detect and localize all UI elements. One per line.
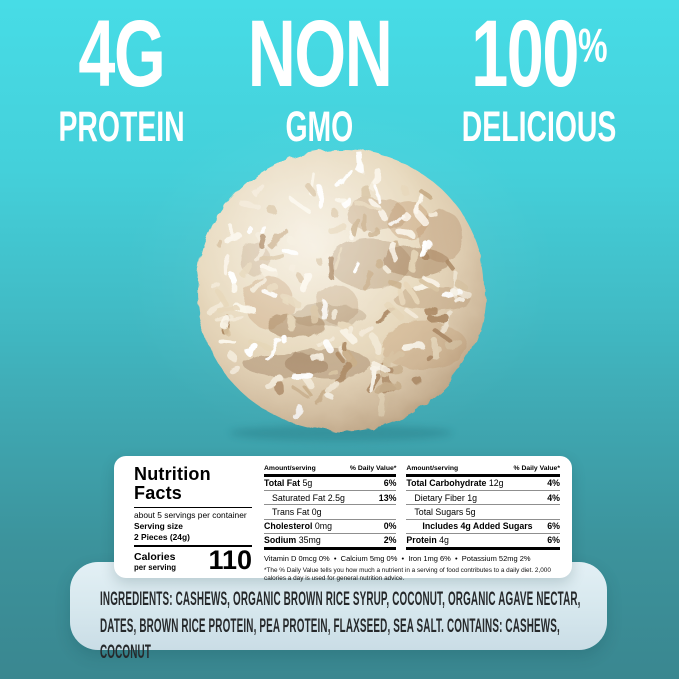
ingredients-list: CASHEWS, ORGANIC BROWN RICE SYRUP, COCON… xyxy=(100,589,581,637)
badge-non-gmo: NON GMO xyxy=(217,6,422,149)
badge-protein-label: PROTEIN xyxy=(58,102,185,151)
column-header: Amount/serving% Daily Value* xyxy=(264,465,397,477)
micronutrients-line: Vitamin D 0mcg 0% • Calcium 5mg 0% • Iro… xyxy=(264,553,531,563)
nutrient-column-carb: Amount/serving% Daily Value* Total Carbo… xyxy=(406,465,560,550)
badge-protein-value: 4G xyxy=(78,1,166,107)
contains-label: CONTAINS: xyxy=(446,615,503,637)
percent-sign: % xyxy=(577,19,608,73)
column-header: Amount/serving% Daily Value* xyxy=(406,465,560,477)
nutrient-row: Includes 4g Added Sugars 6% xyxy=(406,518,560,533)
serving-size-value: 2 Pieces (24g) xyxy=(134,531,190,542)
calories-value: 110 xyxy=(208,545,252,576)
nutrition-facts-panel: Nutrition Facts about 5 servings per con… xyxy=(114,456,572,582)
badge-non-gmo-label: GMO xyxy=(285,102,354,151)
nutrient-row: Sodium 35mg 2% xyxy=(264,532,397,547)
ball-shadow xyxy=(229,425,453,441)
nutrient-row: Trans Fat 0g xyxy=(264,504,397,518)
calories-sub-label: per serving xyxy=(134,563,177,572)
nutrient-row: Total Sugars 5g xyxy=(406,504,560,518)
nutrition-facts-table: Amount/serving% Daily Value* Total Fat 5… xyxy=(264,465,560,582)
nutrition-facts-left-column: Nutrition Facts about 5 servings per con… xyxy=(134,464,264,576)
nutrient-row: Cholesterol 0mg 0% xyxy=(264,518,397,533)
badge-delicious-value: 100% xyxy=(471,1,608,107)
nutrient-row: Dietary Fiber 1g 4% xyxy=(406,490,560,504)
ingredients-text: INGREDIENTS: CASHEWS, ORGANIC BROWN RICE… xyxy=(100,587,599,667)
contains-list: CASHEWS, COCONUT xyxy=(100,615,560,664)
badge-delicious: 100% DELICIOUS xyxy=(422,6,656,149)
nutrient-column-fat: Amount/serving% Daily Value* Total Fat 5… xyxy=(264,465,397,550)
nutrient-row: Protein 4g 6% xyxy=(406,532,560,547)
daily-value-footnote: *The % Daily Value tells you how much a … xyxy=(264,566,551,583)
serving-size-label: Serving size xyxy=(134,520,183,531)
calories-row: Calories per serving 110 xyxy=(134,545,252,576)
nutrient-row: Total Carbohydrate 12g 4% xyxy=(406,478,560,489)
servings-per-container: about 5 servings per container xyxy=(134,509,247,520)
coconut-ball-photo xyxy=(197,149,485,441)
nutrient-row: Total Fat 5g 6% xyxy=(264,478,397,489)
ingredients-label: INGREDIENTS: xyxy=(100,589,173,610)
headline-badges: 4G PROTEIN NON GMO 100% DELICIOUS xyxy=(26,6,653,149)
badge-delicious-label: DELICIOUS xyxy=(462,102,617,151)
serving-info: about 5 servings per container Serving s… xyxy=(134,510,252,543)
nutrient-row: Saturated Fat 2.5g 13% xyxy=(264,490,397,504)
nutrition-facts-title: Nutrition Facts xyxy=(134,464,252,508)
badge-protein: 4G PROTEIN xyxy=(26,6,217,149)
calories-label: Calories xyxy=(134,550,176,563)
badge-non-gmo-value: NON xyxy=(247,1,393,107)
